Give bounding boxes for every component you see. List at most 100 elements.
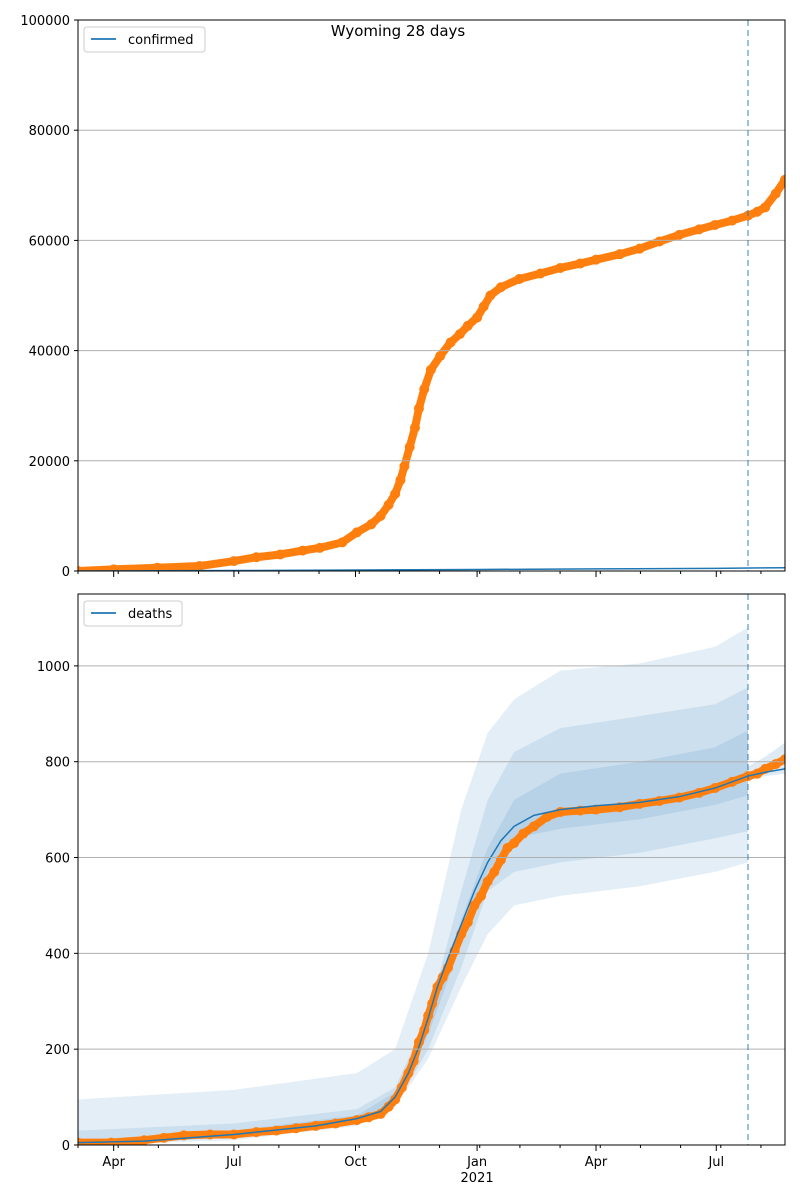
observed-point: [482, 876, 493, 887]
observed-point: [314, 542, 325, 553]
y-tick-label: 1000: [37, 660, 70, 675]
observed-point: [694, 224, 705, 235]
y-tick-label: 0: [62, 1139, 70, 1154]
observed-point: [152, 562, 163, 571]
x-tick-label: Jul: [707, 1155, 724, 1170]
observed-point: [575, 258, 586, 269]
chart-title: Wyoming 28 days: [331, 22, 466, 40]
observed-point: [634, 243, 645, 254]
x-year-label: 2021: [461, 1171, 494, 1186]
confidence-band-middle: [78, 687, 748, 1145]
x-tick-label: Apr: [585, 1155, 608, 1170]
observed-point: [351, 527, 362, 538]
observed-point: [395, 475, 406, 486]
y-tick-label: 40000: [29, 345, 70, 360]
observed-point: [694, 787, 705, 798]
observed-point: [535, 268, 546, 279]
observed-point: [476, 890, 487, 901]
legend-box: [83, 26, 206, 53]
observed-point: [228, 556, 239, 567]
observed-point: [413, 403, 424, 414]
observed-point: [251, 552, 262, 563]
observed-point: [297, 545, 308, 556]
y-tick-label: 20000: [29, 455, 70, 470]
observed-point: [752, 206, 763, 217]
observed-point: [709, 219, 720, 230]
observed-point: [330, 1118, 341, 1129]
observed-point: [139, 1135, 150, 1145]
observed-point: [462, 320, 473, 331]
x-tick-label: Apr: [102, 1155, 125, 1170]
observed-point: [445, 337, 456, 348]
y-tick-label: 600: [45, 852, 70, 867]
observed-point: [409, 422, 420, 433]
y-tick-label: 60000: [29, 234, 70, 249]
observed-point: [404, 442, 415, 453]
observed-point: [205, 1129, 216, 1140]
observed-point: [495, 854, 506, 865]
y-tick-label: 100000: [20, 14, 70, 29]
observed-point: [158, 1132, 169, 1143]
observed-point: [591, 804, 602, 815]
deaths-panel: 0 200 400 600 800 1000 Apr Jul Oct Jan Apr Jul 2021 d…: [37, 593, 786, 1186]
observed-point: [108, 564, 119, 571]
observed-point: [375, 1108, 386, 1119]
observed-point: [542, 811, 553, 822]
observed-point: [654, 795, 665, 806]
observed-point: [509, 838, 520, 849]
model-line: [78, 768, 785, 1144]
observed-point: [591, 254, 602, 265]
observed-point: [399, 461, 410, 472]
observed-point: [495, 282, 506, 293]
confirmed-panel: 0 20000 40000 60000 80000 100000 confirmed Wyom…: [20, 14, 786, 580]
x-tick-label: Oct: [344, 1155, 366, 1170]
observed-point: [674, 792, 685, 803]
y-tick-label: 800: [45, 756, 70, 771]
observed-point: [375, 510, 386, 521]
observed-point: [514, 273, 525, 284]
observed-point: [770, 188, 781, 199]
observed-point: [472, 312, 483, 323]
observed-point: [528, 821, 539, 832]
y-tick-label: 400: [45, 947, 70, 962]
plot-area: [78, 627, 785, 1145]
observed-point: [425, 364, 436, 375]
x-tick-label: Jul: [225, 1155, 242, 1170]
observed-point: [760, 202, 771, 213]
legend-label: confirmed: [128, 33, 194, 48]
observed-point: [462, 917, 473, 928]
plot-area: [78, 174, 785, 571]
observed-point: [419, 384, 430, 395]
observed-point: [555, 262, 566, 273]
observed-point: [518, 828, 529, 839]
observed-point: [614, 249, 625, 260]
observed-point: [435, 351, 446, 362]
observed-point: [351, 1115, 362, 1126]
axes-frame: [77, 19, 786, 572]
observed-point: [194, 561, 205, 571]
observed-point: [469, 900, 480, 911]
legend-box: [83, 600, 183, 627]
observed-point: [485, 290, 496, 301]
confidence-band-outer: [78, 627, 748, 1145]
y-tick-label: 0: [62, 565, 70, 580]
observed-point: [654, 236, 665, 247]
observed-point: [78, 566, 83, 571]
y-tick-label: 80000: [29, 124, 70, 139]
observed-point: [489, 866, 500, 877]
observed-point: [770, 759, 781, 770]
observed-point: [337, 537, 348, 548]
observed-point: [727, 215, 738, 226]
observed-point: [634, 798, 645, 809]
y-tick-label: 200: [45, 1043, 70, 1058]
observed-point: [780, 174, 785, 185]
observed-point: [454, 329, 465, 340]
observed-point: [478, 301, 489, 312]
x-tick-label: Jan: [466, 1155, 487, 1170]
observed-point: [383, 499, 394, 510]
observed-point: [275, 549, 286, 560]
observed-point: [390, 488, 401, 499]
observed-point: [674, 229, 685, 240]
axes-frame: [77, 593, 786, 1146]
